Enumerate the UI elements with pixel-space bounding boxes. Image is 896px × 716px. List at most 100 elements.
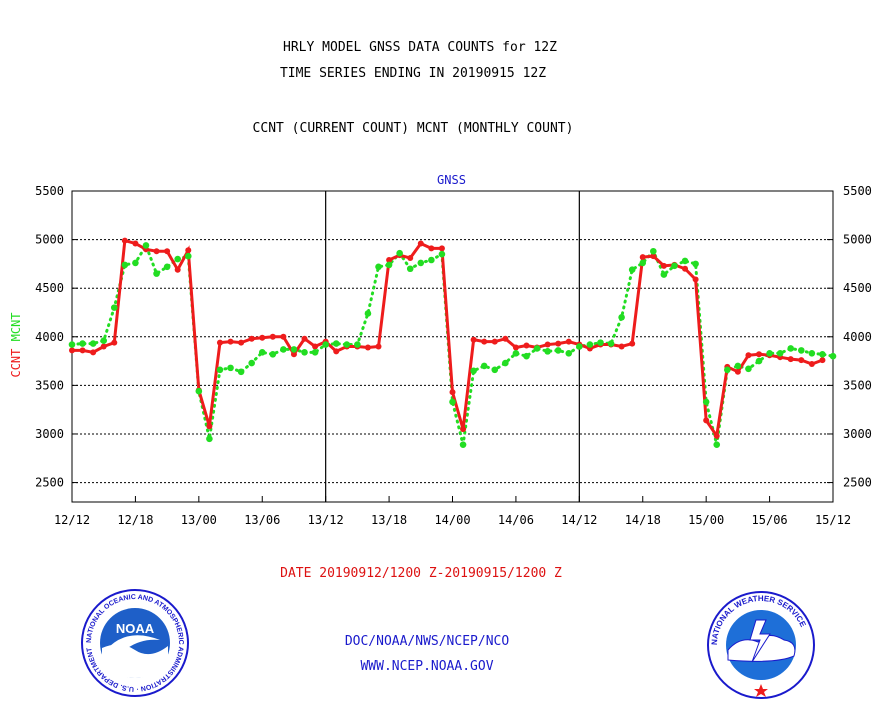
x-tick-label: 13/06	[244, 513, 280, 527]
data-point-mcnt	[269, 350, 277, 358]
data-point-mcnt	[216, 366, 224, 374]
y-tick-label-right: 4000	[843, 330, 872, 344]
data-point-ccnt	[269, 333, 276, 340]
data-point-ccnt	[692, 276, 699, 283]
data-point-ccnt	[449, 389, 456, 396]
data-point-ccnt	[417, 240, 424, 247]
y-tick-label-right: 3500	[843, 378, 872, 392]
data-point-mcnt	[364, 310, 372, 317]
y-tick-label-left: 3000	[35, 427, 64, 441]
data-point-mcnt	[153, 270, 160, 277]
data-point-ccnt	[259, 334, 266, 341]
data-point-ccnt	[629, 340, 636, 347]
data-point-ccnt	[682, 265, 689, 272]
data-point-mcnt	[808, 350, 816, 357]
y-tick-label-left: 3500	[35, 378, 64, 392]
org-label: DOC/NOAA/NWS/NCEP/NCO	[344, 634, 510, 649]
y-tick-label-left: 4000	[35, 330, 64, 344]
data-point-mcnt	[734, 362, 742, 370]
x-tick-label: 14/12	[561, 513, 597, 527]
data-point-mcnt	[565, 350, 573, 357]
data-point-mcnt	[184, 252, 192, 260]
data-point-ccnt	[555, 340, 562, 347]
data-point-mcnt	[406, 265, 414, 273]
data-point-ccnt	[787, 356, 794, 363]
data-point-mcnt	[89, 340, 97, 347]
data-point-ccnt	[407, 255, 414, 262]
website-label[interactable]: WWW.NCEP.NOAA.GOV	[360, 659, 494, 674]
data-point-ccnt	[491, 338, 498, 345]
data-point-ccnt	[375, 343, 382, 350]
data-point-mcnt	[681, 257, 689, 265]
data-point-ccnt	[798, 357, 805, 364]
plot-frame	[71, 190, 834, 503]
data-point-mcnt	[195, 387, 203, 395]
data-point-mcnt	[396, 249, 403, 257]
data-point-mcnt	[776, 350, 784, 357]
x-tick-label: 15/00	[688, 513, 724, 527]
data-point-ccnt	[819, 357, 826, 364]
data-point-mcnt	[449, 398, 456, 406]
chart-title-line2: TIME SERIES ENDING IN 20190915 12Z	[279, 66, 547, 81]
date-range-label: DATE 20190912/1200 Z-20190915/1200 Z	[280, 566, 562, 581]
data-point-ccnt	[756, 351, 763, 358]
chart-subtitle: CCNT (CURRENT COUNT) MCNT (MONTHLY COUNT…	[252, 121, 574, 136]
data-point-ccnt	[544, 341, 551, 348]
data-point-mcnt	[110, 304, 118, 311]
data-point-mcnt	[819, 350, 826, 358]
data-point-ccnt	[703, 417, 710, 424]
data-point-mcnt	[280, 346, 287, 353]
data-point-ccnt	[312, 343, 319, 350]
data-point-mcnt	[301, 349, 308, 356]
x-tick-label: 14/00	[434, 513, 470, 527]
data-point-mcnt	[227, 364, 234, 372]
y-axis-label-ccnt: CCNT	[9, 349, 23, 378]
data-point-mcnt	[597, 339, 604, 346]
data-point-mcnt	[607, 340, 615, 347]
data-point-mcnt	[554, 347, 562, 354]
data-point-mcnt	[586, 341, 594, 348]
data-point-mcnt	[332, 340, 340, 347]
x-tick-label: 13/00	[181, 513, 217, 527]
data-point-mcnt	[702, 398, 710, 406]
data-point-mcnt	[459, 441, 467, 448]
data-point-mcnt	[787, 345, 795, 352]
data-point-mcnt	[79, 340, 86, 347]
data-point-mcnt	[660, 271, 668, 278]
data-point-mcnt	[512, 350, 520, 357]
data-point-ccnt	[639, 254, 646, 261]
data-point-ccnt	[660, 262, 667, 269]
data-point-ccnt	[69, 347, 75, 354]
data-point-mcnt	[523, 352, 530, 360]
data-point-ccnt	[512, 344, 519, 351]
data-point-mcnt	[502, 359, 509, 367]
data-point-mcnt	[311, 349, 319, 356]
data-point-ccnt	[185, 247, 192, 254]
y-tick-label-right: 5000	[843, 233, 872, 247]
y-tick-label-left: 5500	[35, 184, 64, 198]
data-point-mcnt	[248, 359, 255, 367]
data-point-ccnt	[808, 360, 815, 367]
x-tick-label: 15/12	[815, 513, 851, 527]
x-tick-label: 13/18	[371, 513, 407, 527]
data-point-mcnt	[174, 255, 181, 263]
x-tick-label: 15/06	[752, 513, 788, 527]
data-point-mcnt	[142, 242, 150, 249]
data-point-mcnt	[322, 341, 329, 348]
data-point-ccnt	[502, 335, 509, 342]
data-point-ccnt	[333, 348, 340, 355]
data-point-ccnt	[164, 248, 171, 255]
data-point-mcnt	[480, 362, 488, 370]
data-point-mcnt	[163, 263, 171, 271]
y-axis-label-mcnt: MCNT	[9, 312, 23, 348]
chart-title-line1: HRLY MODEL GNSS DATA COUNTS for 12Z	[283, 40, 557, 55]
data-point-mcnt	[650, 247, 657, 255]
y-tick-label-right: 3000	[843, 427, 872, 441]
series-line-ccnt	[72, 238, 823, 440]
data-point-mcnt	[628, 266, 636, 274]
data-point-ccnt	[206, 423, 213, 430]
data-point-mcnt	[470, 367, 477, 375]
y-tick-label-left: 2500	[35, 476, 64, 490]
data-point-ccnt	[481, 338, 488, 345]
